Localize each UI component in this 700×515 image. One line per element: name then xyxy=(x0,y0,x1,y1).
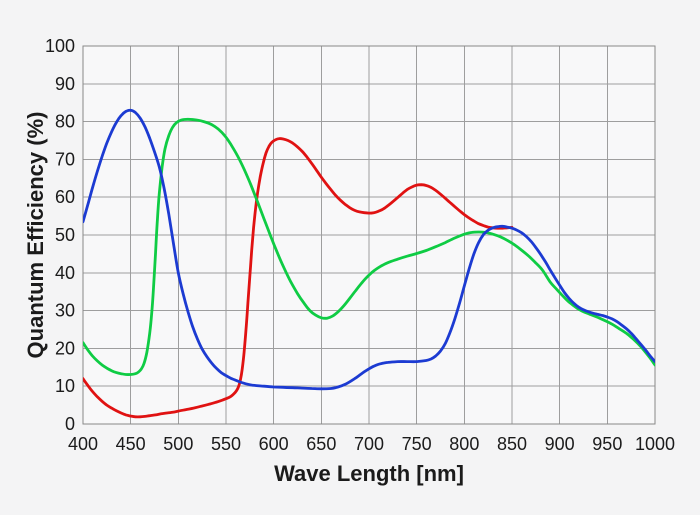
y-tick-label: 40 xyxy=(55,263,75,283)
y-tick-label: 70 xyxy=(55,149,75,169)
y-axis-title: Quantum Efficiency (%) xyxy=(23,111,48,359)
x-tick-label: 650 xyxy=(306,434,336,454)
x-tick-label: 750 xyxy=(402,434,432,454)
x-tick-label: 400 xyxy=(68,434,98,454)
series-path-red-channel xyxy=(83,137,514,419)
x-tick-label: 950 xyxy=(592,434,622,454)
x-tick-label: 900 xyxy=(545,434,575,454)
x-tick-label: 850 xyxy=(497,434,527,454)
y-tick-label: 60 xyxy=(55,187,75,207)
x-tick-label: 800 xyxy=(449,434,479,454)
y-tick-label: 0 xyxy=(65,414,75,434)
y-tick-label: 90 xyxy=(55,74,75,94)
y-tick-label: 80 xyxy=(55,112,75,132)
x-tick-label: 550 xyxy=(211,434,241,454)
y-tick-label: 20 xyxy=(55,338,75,358)
x-tick-label: 600 xyxy=(259,434,289,454)
series-path-green-channel xyxy=(83,117,655,376)
x-tick-label: 700 xyxy=(354,434,384,454)
x-axis-title: Wave Length [nm] xyxy=(274,461,464,486)
y-tick-label: 100 xyxy=(45,36,75,56)
x-tick-label: 500 xyxy=(163,434,193,454)
y-tick-label: 10 xyxy=(55,376,75,396)
x-tick-label: 450 xyxy=(116,434,146,454)
y-tick-label: 30 xyxy=(55,301,75,321)
x-tick-label: 1000 xyxy=(635,434,675,454)
series-path-blue-channel xyxy=(83,108,655,391)
plot-border xyxy=(82,45,656,425)
y-tick-label: 50 xyxy=(55,225,75,245)
